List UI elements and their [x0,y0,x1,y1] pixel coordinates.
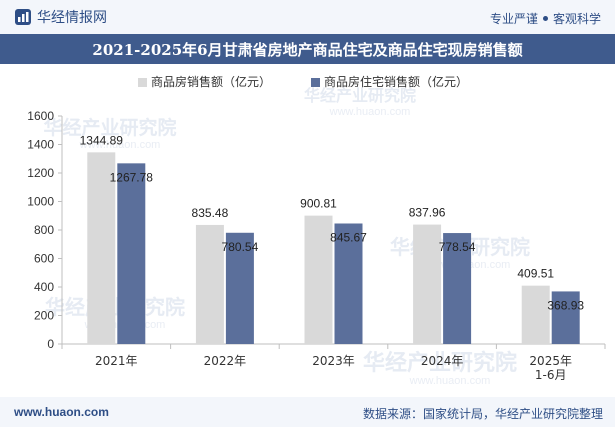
tagline: 专业严谨 客观科学 [490,10,601,27]
brand-logo-icon [15,9,31,25]
legend-swatch-2 [311,78,320,87]
data-label-series2-1: 1267.78 [110,170,154,184]
x-tick-label: 2025年 [529,354,572,368]
watermark-text: 华经产业研究院 [363,350,517,376]
bar-chart: 华经产业研究院www.huaon.com华经产业研究院www.huaon.com… [27,74,606,387]
footer-source: 数据来源：国家统计局，华经产业研究院整理 [362,407,603,421]
tagline-dot-icon [542,16,548,21]
data-label-series2-2: 780.54 [222,240,259,254]
footer: www.huaon.com 数据来源：国家统计局，华经产业研究院整理 [0,397,615,427]
y-tick-label: 600 [34,252,54,266]
legend-swatch-1 [138,78,147,87]
x-tick-label: 1-6月 [535,368,567,382]
brand-name: 华经情报网 [37,10,107,26]
watermark-url: www.huaon.com [409,375,491,387]
x-tick-label: 2022年 [204,354,247,368]
tagline-left: 专业严谨 [489,12,538,26]
data-label-series1-3: 900.81 [300,197,337,211]
watermark-url: www.huaon.com [329,106,411,118]
data-label-series2-3: 845.67 [330,230,367,244]
top-header: 华经情报网 专业严谨 客观科学 [0,0,615,34]
y-tick-label: 200 [34,309,54,323]
data-label-series1-2: 835.48 [192,206,229,220]
bar-series2-1 [117,163,146,344]
brand-logo[interactable]: 华经情报网 [14,7,107,27]
watermark-text: 华经产业研究院 [304,86,416,105]
bar-series2-5 [551,291,580,344]
legend-label-1: 商品房销售额（亿元） [151,74,271,89]
x-tick-label: 2021年 [95,354,138,368]
tagline-right: 客观科学 [552,12,601,26]
bar-series2-4 [443,233,472,344]
x-tick-label: 2024年 [421,354,464,368]
data-label-series1-5: 409.51 [517,267,554,281]
y-tick-label: 1000 [27,195,54,209]
y-tick-label: 0 [47,337,54,351]
bar-series1-5 [521,285,550,344]
chart-title-bar: 2021-2025年6月甘肃省房地产商品住宅及商品住宅现房销售额 [0,34,615,64]
y-tick-label: 1400 [27,138,54,152]
data-label-series1-4: 837.96 [409,206,446,220]
data-label-series1-1: 1344.89 [80,133,124,147]
y-tick-label: 1600 [27,109,54,123]
bar-series2-2 [225,232,254,344]
bar-series1-1 [87,152,116,344]
watermark-url: www.huaon.com [79,139,161,151]
footer-website[interactable]: www.huaon.com [14,405,109,419]
bar-series1-2 [195,224,224,344]
y-tick-label: 1200 [27,166,54,180]
bar-series1-4 [413,224,442,344]
y-tick-label: 800 [34,223,54,237]
data-label-series2-5: 368.93 [547,298,584,312]
watermark-text: 华经产业研究院 [43,116,176,139]
bar-series1-3 [304,215,333,344]
data-label-series2-4: 778.54 [439,240,476,254]
bar-series2-3 [334,223,363,344]
legend-label-2: 商品房住宅销售额（亿元） [324,74,468,89]
y-tick-label: 400 [34,280,54,294]
x-tick-label: 2023年 [312,354,355,368]
chart-title: 2021-2025年6月甘肃省房地产商品住宅及商品住宅现房销售额 [92,40,523,59]
